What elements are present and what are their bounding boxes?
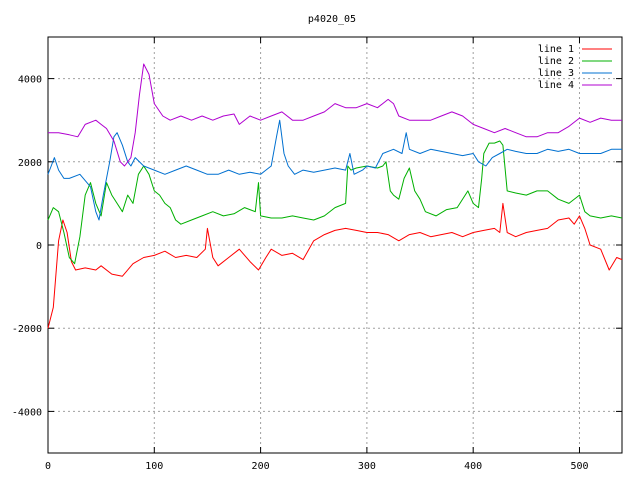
y-tick-label: -2000 xyxy=(12,324,42,335)
chart-title: p4020_05 xyxy=(308,14,356,25)
y-tick-label: -4000 xyxy=(12,407,42,418)
y-tick-label: 2000 xyxy=(18,158,42,169)
series-line-4 xyxy=(48,63,622,167)
x-tick-label: 100 xyxy=(145,461,163,472)
series-line-2 xyxy=(47,140,623,265)
grid xyxy=(48,37,622,453)
legend-label: line 3 xyxy=(538,68,574,79)
x-tick-label: 0 xyxy=(45,461,51,472)
y-tick-label: 0 xyxy=(36,241,42,252)
series-line-1 xyxy=(47,202,623,329)
x-tick-label: 500 xyxy=(570,461,588,472)
series-group xyxy=(47,63,623,329)
x-tick-label: 400 xyxy=(464,461,482,472)
x-tick-label: 200 xyxy=(252,461,270,472)
x-tick-label: 300 xyxy=(358,461,376,472)
y-tick-label: 4000 xyxy=(18,75,42,86)
legend-label: line 1 xyxy=(538,44,574,55)
series-line-3 xyxy=(47,119,622,221)
axes: 0 100 200 300 400 500 -4000 -2000 0 2000 4000 xyxy=(12,36,623,472)
legend-label: line 2 xyxy=(538,56,574,67)
legend-label: line 4 xyxy=(538,80,574,91)
